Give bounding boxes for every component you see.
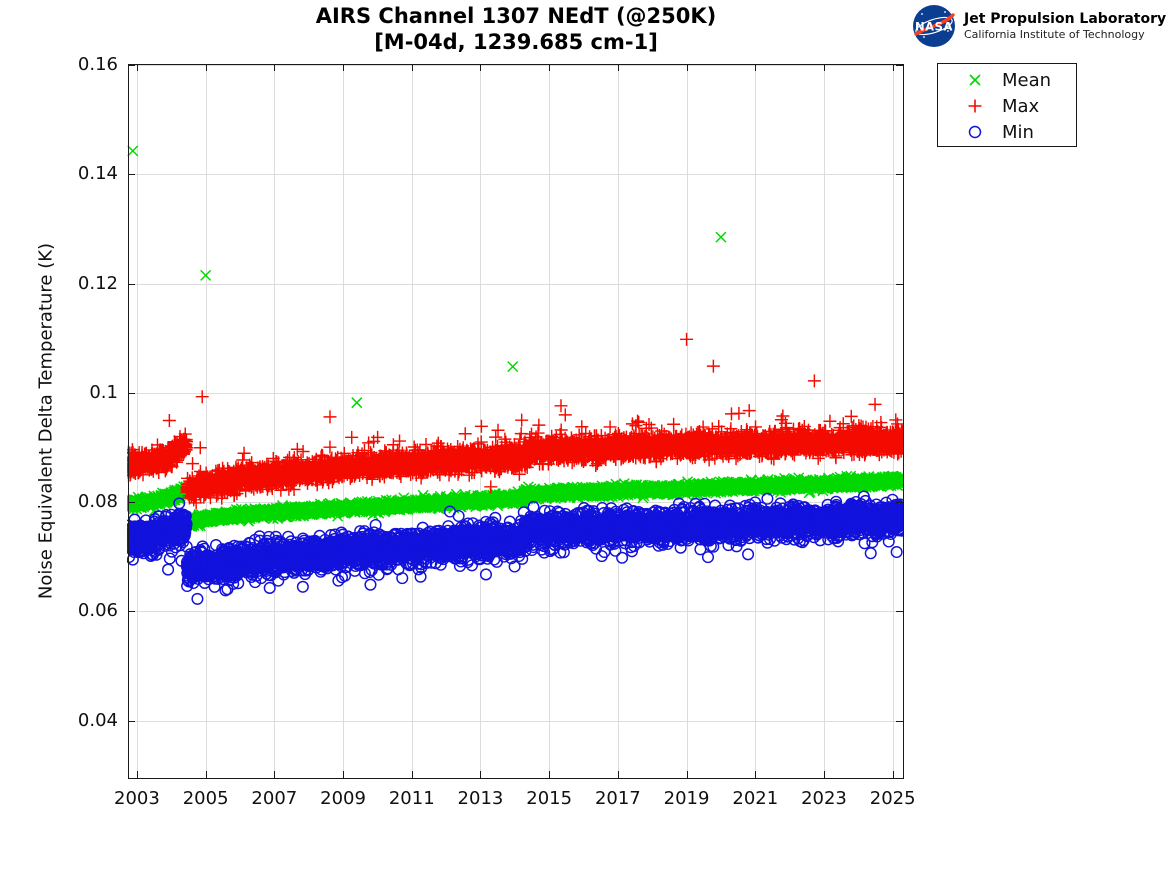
chart-title: AIRS Channel 1307 NEdT (@250K) (315, 4, 717, 28)
x-tick-label: 2015 (526, 788, 573, 809)
x-tick-label: 2013 (457, 788, 504, 809)
x-tick-label: 2021 (732, 788, 779, 809)
x-tick-label: 2009 (320, 788, 366, 809)
nasa-logo-text: NASA (915, 20, 953, 34)
y-tick-label: 0.12 (77, 272, 118, 294)
jpl-name: Jet Propulsion Laboratory (964, 10, 1167, 27)
max-marker-icon (968, 99, 982, 113)
y-tick-label: 0.1 (89, 381, 118, 403)
y-tick-label: 0.08 (77, 491, 118, 513)
x-tick-label: 2019 (663, 788, 710, 809)
chart-title-block: AIRS Channel 1307 NEdT (@250K) [M-04d, 1… (128, 3, 904, 55)
legend-label: Max (1002, 95, 1040, 117)
x-tick-label: 2025 (869, 788, 916, 809)
nasa-logo-icon: NASA (913, 5, 955, 47)
x-tick-label: 2017 (594, 788, 641, 809)
jpl-logo: NASA Jet Propulsion Laboratory Californi… (912, 4, 1166, 48)
x-tick-label: 2011 (388, 788, 435, 809)
min-marker-icon (968, 125, 982, 139)
legend-item-mean: Mean (938, 67, 1076, 93)
x-tick-label: 2003 (114, 788, 160, 809)
x-tick-label: 2005 (182, 788, 229, 809)
x-tick-label: 2023 (801, 788, 847, 809)
x-tick-label: 2007 (251, 788, 298, 809)
legend-item-max: Max (938, 93, 1076, 119)
y-tick-label: 0.16 (77, 54, 118, 76)
mean-marker-icon (969, 74, 981, 86)
y-axis-label: Noise Equivalent Delta Temperature (K) (35, 242, 57, 600)
legend-label: Min (1002, 121, 1034, 143)
legend-label: Mean (1002, 69, 1052, 91)
jpl-institution: California Institute of Technology (964, 27, 1145, 41)
legend-item-min: Min (938, 119, 1076, 145)
jpl-text-block: Jet Propulsion Laboratory California Ins… (964, 11, 1166, 42)
chart-subtitle: [M-04d, 1239.685 cm-1] (374, 30, 658, 54)
y-tick-label: 0.14 (77, 163, 118, 185)
legend: Mean Max Min (937, 63, 1077, 147)
y-tick-label: 0.04 (77, 709, 118, 731)
y-tick-label: 0.06 (77, 600, 118, 622)
